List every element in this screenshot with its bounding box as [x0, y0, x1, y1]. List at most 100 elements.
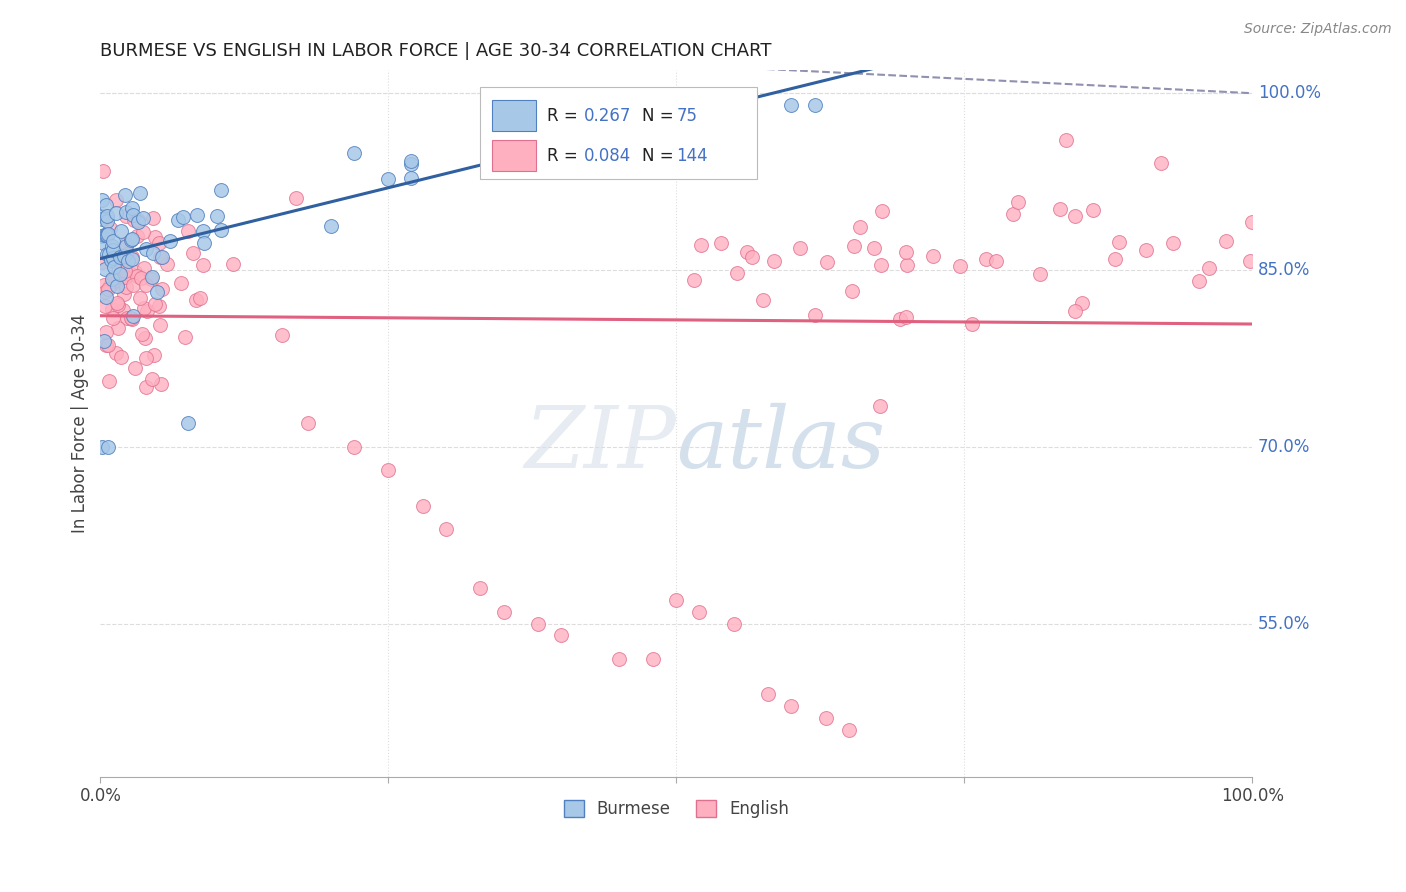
Point [815, 255, 838, 269]
Point [815, 711, 838, 725]
Point [101, 243, 124, 257]
Point [150, 282, 173, 296]
Point [665, 593, 688, 607]
Point [1081, 203, 1104, 218]
Point [1001, 207, 1024, 221]
Point [665, 98, 688, 112]
Point [96, 247, 118, 261]
Point [132, 225, 155, 239]
Point [176, 223, 198, 237]
Point [122, 213, 145, 227]
Point [1071, 295, 1094, 310]
Point [142, 211, 165, 225]
Point [115, 239, 138, 253]
Text: BURMESE VS ENGLISH IN LABOR FORCE | AGE 30-34 CORRELATION CHART: BURMESE VS ENGLISH IN LABOR FORCE | AGE … [100, 42, 772, 60]
Point [124, 265, 146, 279]
Point [297, 417, 319, 431]
Point [115, 279, 138, 293]
Point [108, 255, 131, 269]
Point [762, 253, 785, 268]
Point [870, 258, 893, 272]
Point [949, 259, 972, 273]
Point [1028, 267, 1050, 281]
Point [97, 227, 120, 241]
Point [101, 301, 124, 316]
Point [492, 605, 515, 619]
Point [127, 212, 149, 227]
Point [142, 348, 165, 362]
Point [127, 215, 149, 229]
Point [894, 310, 917, 325]
Point [149, 318, 172, 333]
Point [343, 440, 366, 454]
Text: atlas: atlas [676, 403, 886, 486]
Point [804, 309, 827, 323]
Point [159, 235, 181, 249]
Point [97, 440, 120, 454]
Point [96, 209, 118, 223]
Point [146, 285, 169, 299]
Point [98, 221, 121, 235]
Point [150, 250, 173, 264]
Text: 70.0%: 70.0% [1258, 438, 1310, 456]
Point [97, 338, 120, 352]
Point [1063, 210, 1085, 224]
Point [188, 291, 211, 305]
Point [193, 258, 215, 272]
Point [105, 194, 128, 208]
Point [838, 723, 860, 737]
Point [96, 290, 118, 304]
Point [841, 284, 863, 298]
Point [143, 229, 166, 244]
Point [121, 252, 143, 266]
Point [725, 266, 748, 280]
Point [104, 345, 127, 359]
Point [114, 188, 136, 202]
Point [121, 250, 143, 264]
Point [135, 380, 157, 394]
Point [209, 222, 232, 236]
Point [94, 198, 117, 212]
Point [849, 220, 872, 235]
Point [723, 616, 745, 631]
Point [984, 253, 1007, 268]
Point [780, 699, 803, 714]
Point [1063, 303, 1085, 318]
Point [550, 628, 572, 642]
Point [103, 260, 125, 274]
Point [107, 321, 129, 335]
Point [127, 229, 149, 244]
Point [96, 228, 118, 243]
Point [91, 193, 114, 207]
Point [401, 170, 423, 185]
Point [90, 255, 112, 269]
Point [1007, 194, 1029, 209]
Point [343, 145, 366, 160]
Point [91, 229, 114, 244]
Point [141, 272, 163, 286]
Point [780, 98, 803, 112]
Point [93, 334, 115, 348]
Point [132, 260, 155, 275]
Point [129, 186, 152, 201]
Point [209, 183, 232, 197]
Point [789, 241, 811, 255]
Text: 0.084: 0.084 [583, 147, 631, 165]
Point [752, 293, 775, 308]
Point [186, 208, 208, 222]
Point [114, 205, 136, 219]
Text: 144: 144 [676, 147, 709, 165]
Text: 0.267: 0.267 [583, 107, 631, 125]
Point [105, 295, 128, 310]
Point [115, 311, 138, 326]
Point [665, 98, 688, 112]
Point [186, 293, 208, 307]
Point [803, 98, 825, 112]
Point [121, 311, 143, 326]
Point [922, 249, 945, 263]
Point [683, 273, 706, 287]
Point [110, 250, 132, 264]
Text: ZIP: ZIP [524, 403, 676, 486]
Y-axis label: In Labor Force | Age 30-34: In Labor Force | Age 30-34 [72, 314, 89, 533]
Point [177, 417, 200, 431]
